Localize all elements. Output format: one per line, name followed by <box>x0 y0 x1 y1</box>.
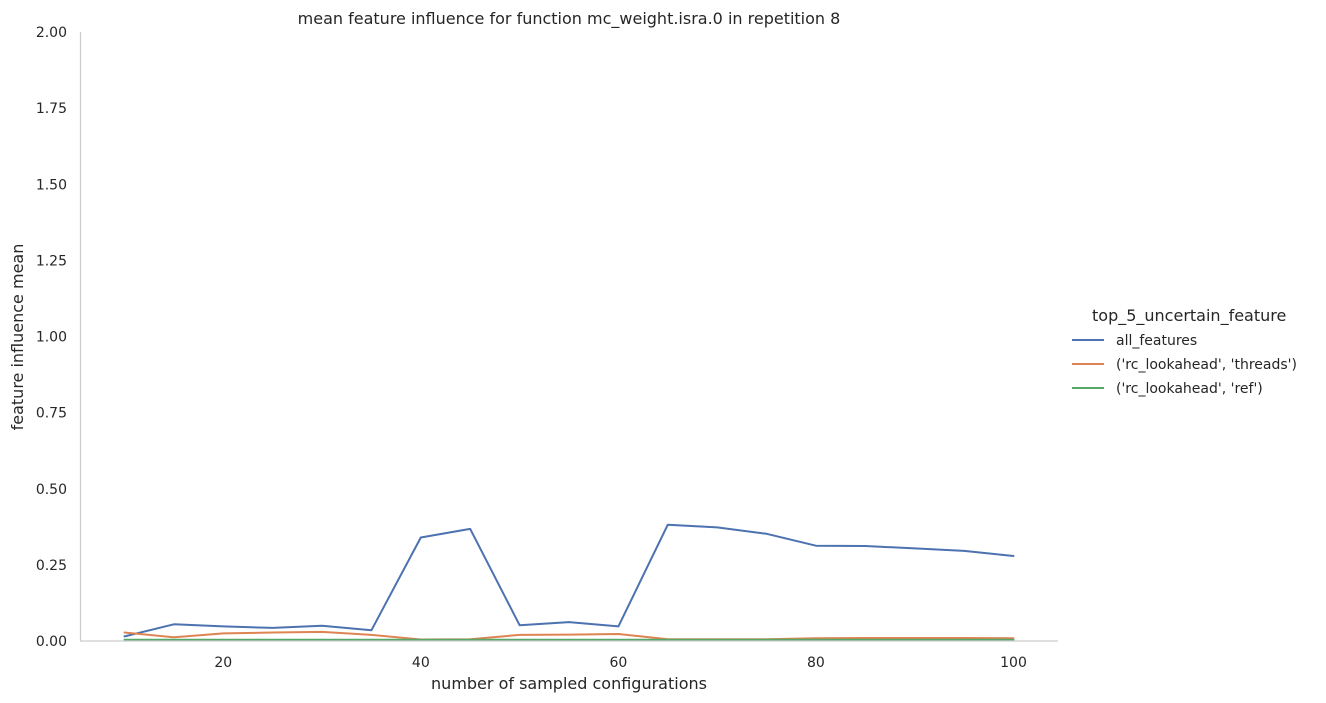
legend-title: top_5_uncertain_feature <box>1092 306 1286 326</box>
y-tick-label: 2.00 <box>36 25 67 41</box>
y-tick-label: 1.75 <box>36 101 67 117</box>
legend: top_5_uncertain_feature all_features ('rc… <box>1072 306 1297 397</box>
y-tick-label: 0.25 <box>36 558 67 574</box>
plot-area <box>123 523 1015 641</box>
y-tick-label: 1.25 <box>36 253 67 269</box>
x-tick-label: 60 <box>609 655 627 671</box>
x-axis-ticks: 20 40 60 80 100 <box>214 655 1027 671</box>
legend-label: ('rc_lookahead', 'ref') <box>1116 381 1263 397</box>
legend-label: all_features <box>1116 333 1197 349</box>
y-tick-label: 1.50 <box>36 177 67 193</box>
x-tick-label: 40 <box>412 655 430 671</box>
legend-label: ('rc_lookahead', 'threads') <box>1116 357 1297 373</box>
y-tick-label: 1.00 <box>36 330 67 346</box>
legend-items: all_features ('rc_lookahead', 'threads') (… <box>1072 333 1297 397</box>
y-tick-label: 0.00 <box>36 634 67 650</box>
x-axis-label: number of sampled configurations <box>431 674 707 693</box>
x-tick-label: 100 <box>1000 655 1027 671</box>
series-line-0 <box>123 523 1015 638</box>
series-line-1 <box>123 630 1015 641</box>
chart-title: mean feature influence for function mc_w… <box>298 9 841 29</box>
y-axis-ticks: 0.00 0.25 0.50 0.75 1.00 1.25 1.50 1.75 2.00 <box>36 25 67 650</box>
x-tick-label: 80 <box>807 655 825 671</box>
y-tick-label: 0.50 <box>36 482 67 498</box>
y-tick-label: 0.75 <box>36 406 67 422</box>
y-axis-label: feature influence mean <box>8 244 27 431</box>
x-tick-label: 20 <box>214 655 232 671</box>
